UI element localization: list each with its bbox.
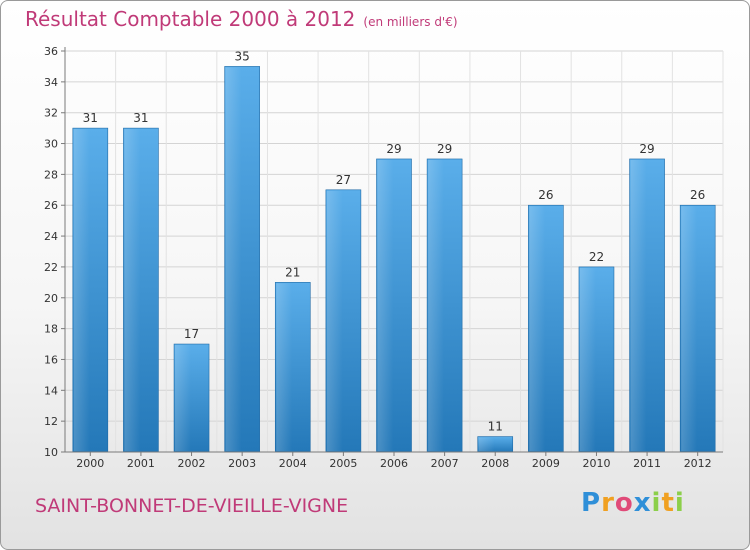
y-tick-label: 32 [44,107,58,120]
data-label: 29 [437,142,452,156]
y-tick-label: 26 [44,199,58,212]
data-label: 31 [133,111,148,125]
data-label: 26 [690,188,705,202]
x-tick-label: 2002 [178,457,206,470]
bar-highlight [326,190,343,452]
x-tick-label: 2006 [380,457,408,470]
y-tick-label: 16 [44,353,58,366]
bar-highlight [377,159,394,451]
bar-highlight [630,159,647,451]
bar-highlight [124,129,141,451]
y-tick-label: 36 [44,45,58,58]
y-tick-label: 10 [44,446,58,459]
data-label: 17 [184,327,199,341]
bar-highlight [175,345,191,451]
data-label: 35 [235,49,250,63]
y-tick-label: 14 [44,384,58,397]
bar-highlight [73,129,90,451]
bar-highlight [276,283,293,451]
x-tick-label: 2005 [329,457,357,470]
bar-highlight [478,437,495,451]
y-tick-label: 34 [44,76,58,89]
data-label: 27 [336,173,351,187]
data-label: 21 [285,265,300,279]
x-tick-label: 2001 [127,457,155,470]
y-tick-label: 18 [44,323,58,336]
chart-title-text: Résultat Comptable 2000 à 2012 [25,7,356,31]
data-label: 26 [538,188,553,202]
bar-highlight [579,267,596,451]
data-label: 31 [83,111,98,125]
y-tick-label: 22 [44,261,58,274]
proxiti-logo[interactable]: Proxiti [581,488,685,518]
y-tick-label: 24 [44,230,58,243]
y-tick-label: 12 [44,415,58,428]
x-tick-label: 2009 [532,457,560,470]
chart-subtitle: (en milliers d'€) [363,15,458,29]
x-tick-label: 2004 [279,457,307,470]
x-tick-label: 2007 [431,457,459,470]
x-tick-label: 2011 [633,457,661,470]
chart-title: Résultat Comptable 2000 à 2012 (en millie… [25,7,458,31]
data-label: 29 [386,142,401,156]
x-tick-label: 2003 [228,457,256,470]
x-tick-label: 2000 [76,457,104,470]
x-tick-label: 2010 [582,457,610,470]
data-label: 11 [488,420,503,434]
bar-highlight [681,206,697,451]
y-tick-label: 28 [44,168,58,181]
data-label: 22 [589,250,604,264]
bar-highlight [225,67,242,451]
bar-highlight [529,206,546,451]
x-tick-label: 2008 [481,457,509,470]
data-label: 29 [639,142,654,156]
bar-highlight [428,159,444,451]
town-name: SAINT-BONNET-DE-VIEILLE-VIGNE [35,495,349,517]
y-tick-label: 20 [44,292,58,305]
y-tick-label: 30 [44,138,58,151]
x-tick-label: 2012 [684,457,712,470]
